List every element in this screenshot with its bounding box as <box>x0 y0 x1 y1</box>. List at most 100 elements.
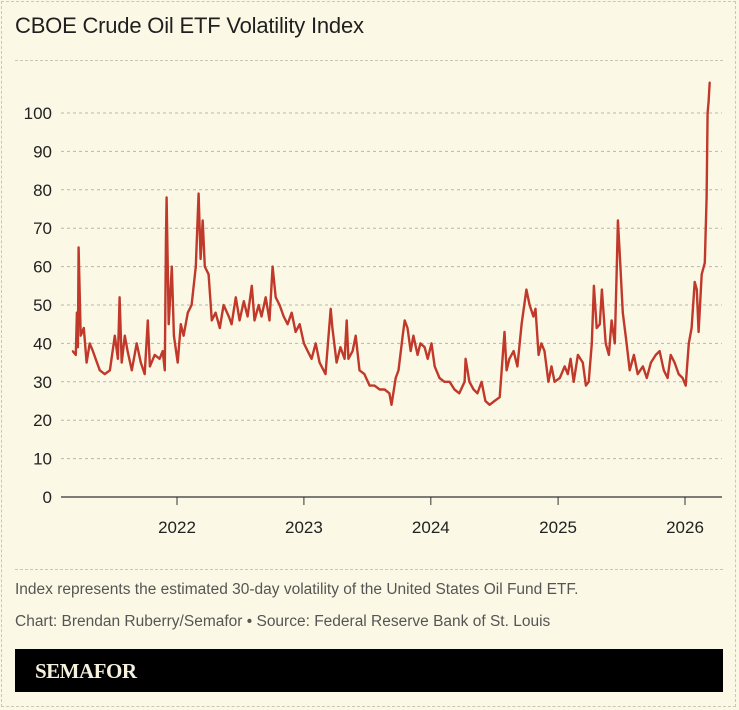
x-tick-label: 2023 <box>285 518 323 537</box>
data-point <box>403 319 406 322</box>
data-point <box>508 357 511 360</box>
data-point <box>705 196 708 199</box>
y-tick-label: 50 <box>33 296 52 315</box>
data-point <box>368 384 371 387</box>
data-point <box>480 380 483 383</box>
x-tick-label: 2024 <box>412 518 450 537</box>
data-point <box>512 350 515 352</box>
data-point <box>677 373 680 376</box>
data-point <box>464 357 467 360</box>
data-point <box>148 365 151 368</box>
data-point <box>468 380 471 383</box>
data-point <box>343 357 346 360</box>
data-point <box>650 361 652 364</box>
data-point <box>167 323 170 326</box>
data-point <box>708 81 711 84</box>
data-point <box>246 315 249 318</box>
data-point <box>274 296 277 299</box>
data-point <box>165 196 168 199</box>
data-point <box>75 311 78 314</box>
data-point <box>528 304 531 306</box>
data-point <box>426 357 429 360</box>
data-point <box>303 342 305 345</box>
data-point <box>324 373 327 376</box>
data-point <box>260 315 263 318</box>
data-point <box>383 388 386 391</box>
data-point <box>351 350 354 352</box>
data-point <box>163 369 166 372</box>
data-point <box>581 361 584 364</box>
data-point <box>662 369 665 372</box>
data-point <box>595 327 598 329</box>
y-tick-label: 80 <box>33 181 52 200</box>
brand-bar: SEMAFOR <box>15 649 723 692</box>
data-point <box>179 323 182 326</box>
data-point <box>569 357 572 360</box>
data-point <box>264 296 267 299</box>
data-point <box>118 296 121 299</box>
data-point <box>703 261 706 264</box>
data-point <box>331 327 334 329</box>
data-point <box>566 373 569 376</box>
chart-note: Index represents the estimated 30-day vo… <box>15 581 579 598</box>
data-point <box>85 361 88 364</box>
data-point <box>190 304 193 306</box>
data-point <box>318 361 321 364</box>
data-point <box>126 350 129 352</box>
x-tick-label: 2025 <box>539 518 577 537</box>
data-point <box>534 307 537 310</box>
data-point <box>505 369 508 372</box>
data-point <box>294 330 297 333</box>
data-point <box>443 380 446 383</box>
data-point <box>707 100 710 103</box>
data-point <box>397 369 400 372</box>
data-point <box>354 334 357 337</box>
data-point <box>628 369 631 372</box>
data-point <box>540 342 543 345</box>
y-tick-label: 30 <box>33 373 52 392</box>
data-point <box>116 357 119 360</box>
data-point <box>158 357 161 360</box>
data-point <box>199 258 202 260</box>
data-point <box>458 392 461 395</box>
y-tick-label: 70 <box>33 219 52 238</box>
data-point <box>673 361 676 364</box>
data-point <box>563 365 566 368</box>
data-point <box>222 304 225 306</box>
data-point <box>271 265 274 268</box>
data-point <box>339 346 342 349</box>
data-point <box>700 273 703 276</box>
data-point <box>82 327 85 329</box>
data-point <box>438 377 441 379</box>
semafor-logo: SEMAFOR <box>35 659 137 683</box>
data-point <box>363 373 366 376</box>
data-point <box>390 403 393 406</box>
data-point <box>182 334 185 337</box>
data-point <box>632 354 635 356</box>
x-tick-label: 2022 <box>158 518 196 537</box>
data-point <box>613 342 616 345</box>
data-point <box>684 384 687 387</box>
data-point <box>516 365 519 368</box>
data-point <box>618 250 621 253</box>
data-point <box>394 377 397 379</box>
data-point <box>616 219 619 222</box>
data-point <box>593 284 595 287</box>
data-point <box>310 357 313 360</box>
data-point <box>697 330 700 333</box>
data-point <box>139 361 142 364</box>
data-point <box>681 377 684 379</box>
data-point <box>207 273 210 276</box>
chart-title: CBOE Crude Oil ETF Volatility Index <box>15 13 364 38</box>
data-point <box>607 354 610 356</box>
data-point <box>257 304 260 306</box>
data-point <box>543 350 546 352</box>
y-tick-label: 0 <box>43 488 52 507</box>
title-divider <box>15 60 723 61</box>
y-tick-label: 10 <box>33 450 52 469</box>
data-point <box>314 342 317 345</box>
data-point <box>388 392 391 395</box>
data-point <box>203 265 206 268</box>
data-point <box>113 334 116 337</box>
